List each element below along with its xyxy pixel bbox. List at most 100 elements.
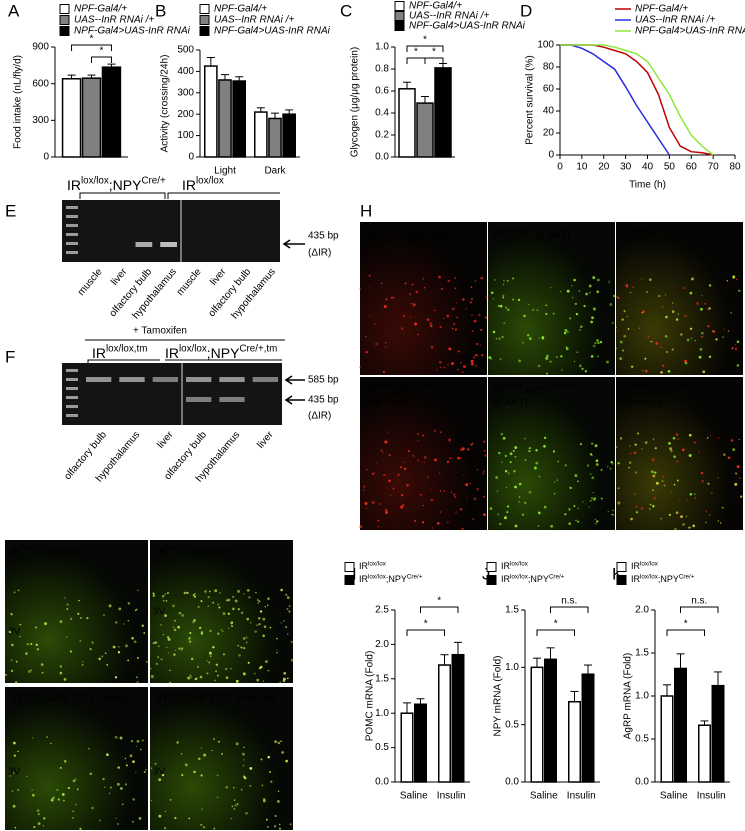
speckle (30, 669, 32, 671)
speckle (286, 596, 290, 599)
text-part: Cre/+ (69, 690, 89, 699)
text-part: lox/lox (640, 560, 659, 567)
speckle (726, 279, 729, 282)
speckle (615, 326, 617, 329)
speckle (188, 637, 191, 640)
speckle (374, 323, 376, 325)
speckle (662, 364, 665, 367)
speckle (406, 483, 409, 487)
speckle (202, 825, 206, 829)
micrograph-caption: (Overlay) (621, 398, 662, 409)
speckle (243, 593, 245, 595)
speckle (263, 625, 267, 629)
label: IRlox/lox (631, 560, 659, 571)
speckle (424, 456, 427, 459)
dna-band (186, 377, 212, 382)
speckle (164, 593, 167, 595)
bar (530, 666, 544, 783)
speckle (449, 457, 452, 460)
speckle (152, 594, 156, 597)
speckle (569, 317, 572, 320)
speckle (267, 755, 271, 759)
speckle (233, 808, 236, 810)
speckle (677, 313, 680, 315)
speckle (399, 466, 403, 469)
speckle (382, 370, 386, 373)
speckle (41, 671, 44, 674)
speckle (652, 504, 655, 508)
text-part: Cre/+ (679, 573, 695, 580)
speckle (162, 633, 165, 636)
speckle (273, 825, 277, 828)
y-tick-label: 0.5 (635, 734, 649, 745)
speckle (723, 328, 725, 330)
speckle (621, 318, 624, 321)
speckle (287, 633, 289, 635)
bar (581, 673, 595, 783)
speckle (133, 640, 137, 644)
bar (416, 102, 434, 158)
speckle (717, 520, 720, 522)
speckle (504, 306, 508, 309)
speckle (439, 431, 442, 434)
speckle (76, 788, 79, 791)
speckle (388, 454, 391, 457)
speckle (181, 647, 184, 650)
speckle (112, 645, 116, 649)
speckle (582, 501, 584, 503)
speckle (473, 497, 477, 501)
speckle (254, 672, 256, 675)
speckle (650, 340, 652, 343)
sig-label: * (432, 47, 436, 58)
speckle (384, 297, 388, 301)
y-tick-label: 1.5 (375, 673, 389, 684)
speckle (276, 800, 280, 803)
speckle (538, 475, 541, 478)
speckle (583, 304, 586, 308)
speckle (166, 636, 170, 639)
speckle (652, 340, 654, 343)
speckle (281, 751, 284, 754)
speckle (622, 349, 624, 352)
speckle (165, 599, 168, 602)
text-part: ;NPY (651, 385, 675, 396)
speckle (702, 370, 706, 374)
speckle (550, 524, 554, 528)
speckle (212, 601, 215, 604)
speckle (262, 799, 266, 803)
speckle (528, 450, 531, 453)
speckle (438, 360, 442, 364)
sig-label: * (90, 34, 94, 45)
speckle (677, 438, 680, 441)
speckle (154, 762, 157, 765)
speckle (553, 481, 556, 483)
speckle (200, 774, 203, 777)
y-tick-label: 20 (543, 128, 555, 139)
speckle (208, 651, 212, 655)
text-part: Cre/+,tm (674, 383, 701, 390)
speckle (609, 467, 612, 470)
speckle (684, 359, 687, 363)
speckle (612, 322, 614, 324)
speckle (607, 510, 609, 513)
text-part: lox/lox (196, 175, 224, 186)
speckle (680, 333, 683, 336)
speckle (72, 779, 76, 783)
text-part: lox/lox (167, 690, 189, 699)
speckle (675, 433, 679, 436)
speckle (474, 280, 477, 282)
speckle (136, 676, 138, 679)
panel-label: E (5, 201, 16, 220)
speckle (98, 657, 102, 661)
speckle (388, 479, 391, 483)
speckle (183, 591, 187, 595)
speckle (499, 522, 502, 526)
speckle (439, 325, 442, 328)
speckle (114, 676, 118, 679)
speckle (131, 636, 134, 640)
speckle (411, 306, 414, 308)
speckle (611, 463, 614, 465)
y-tick-label: 0.6 (375, 86, 389, 97)
speckle (188, 640, 192, 643)
